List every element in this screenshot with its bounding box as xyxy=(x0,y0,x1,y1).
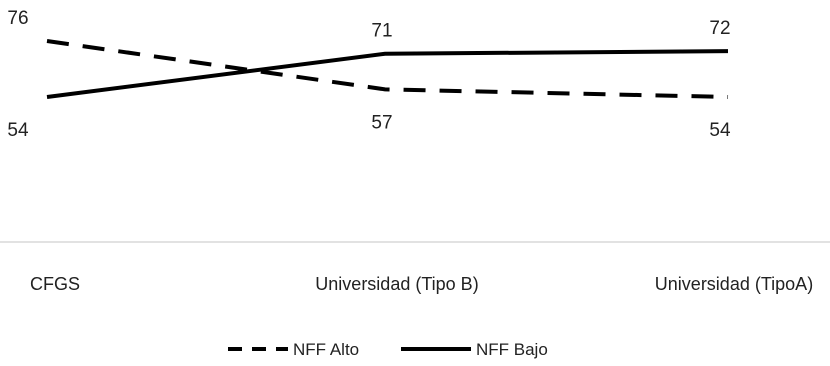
legend-label: NFF Alto xyxy=(293,340,359,359)
x-tick-layer: CFGS Universidad (Tipo B) Universidad (Tip… xyxy=(30,274,813,294)
data-label: 72 xyxy=(709,18,730,39)
data-label: 54 xyxy=(709,120,731,141)
legend: NFF Alto NFF Bajo xyxy=(228,340,548,359)
series-layer xyxy=(46,39,729,99)
series-line-1 xyxy=(46,39,729,99)
x-tick-label: Universidad (Tipo B) xyxy=(315,274,478,294)
data-label: 57 xyxy=(371,112,392,133)
data-label: 71 xyxy=(371,21,392,42)
x-tick-label: Universidad (TipoA) xyxy=(655,274,813,294)
data-label: 54 xyxy=(7,120,29,141)
legend-label: NFF Bajo xyxy=(476,340,548,359)
x-tick-label: CFGS xyxy=(30,274,80,294)
data-label-layer: 76 57 54 54 71 72 xyxy=(7,8,731,141)
data-label: 76 xyxy=(7,8,28,29)
series-line-2 xyxy=(46,49,729,99)
